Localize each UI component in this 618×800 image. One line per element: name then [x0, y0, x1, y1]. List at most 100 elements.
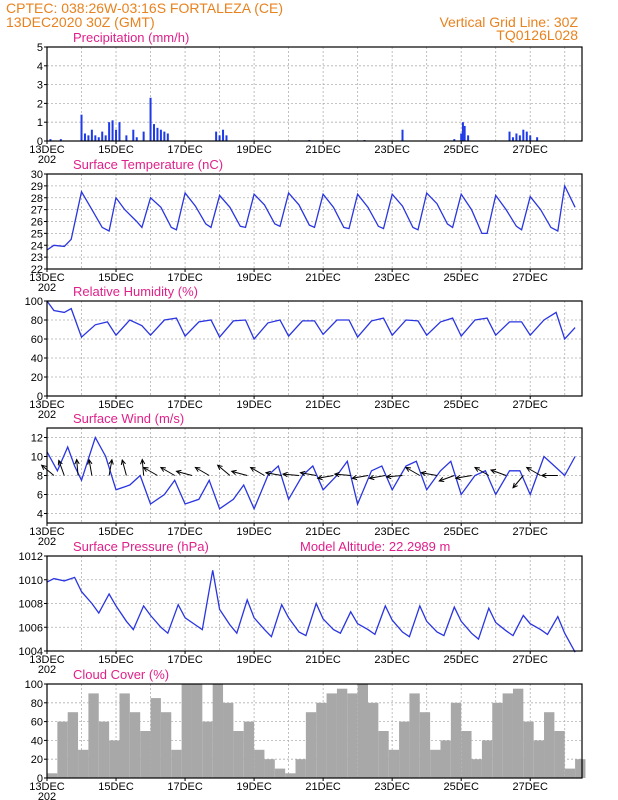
precip-bar [90, 129, 93, 141]
precip-bar [142, 131, 145, 141]
precip-bar [49, 139, 52, 141]
x-tick-label: 25DEC [443, 272, 479, 284]
x-tick-label: 23DEC [374, 781, 410, 793]
y-tick-label: 4 [37, 509, 43, 521]
precip-bar [515, 133, 518, 141]
y-tick-label: 1006 [19, 622, 43, 634]
x-tick-label: 21DEC [305, 272, 341, 284]
wind-vector-head [404, 466, 411, 472]
x-tick-label: 19DEC [236, 781, 272, 793]
pressure-panel-title: Surface Pressure (hPa) [73, 539, 209, 554]
y-tick-label: 1008 [19, 599, 43, 611]
rh-panel-frame [46, 300, 583, 397]
x-tick-label: 15DEC [98, 781, 134, 793]
y-tick-label: 27 [31, 205, 43, 217]
wind-vector [490, 469, 507, 476]
wind-vector [405, 467, 421, 476]
cloud-bar [399, 721, 410, 778]
cloud-bar [336, 688, 348, 778]
x-tick-label: 27DEC [512, 272, 548, 284]
wind-vector [231, 470, 248, 476]
cloud-bar [502, 693, 513, 778]
x-tick-label: 23DEC [374, 399, 410, 411]
precip-bar [135, 137, 138, 141]
wind-vector-head [74, 458, 80, 465]
wind-vector-head [175, 469, 182, 476]
wind-vector-head [249, 466, 256, 472]
precip-bar [80, 114, 83, 141]
precip-bar [104, 135, 107, 141]
x-tick-label: 27DEC [512, 781, 548, 793]
y-tick-label: 1004 [19, 646, 43, 658]
wind-vector [455, 475, 472, 479]
y-tick-label: 60 [31, 717, 43, 729]
y-tick-label: 1 [37, 117, 43, 129]
y-tick-label: 100 [25, 296, 43, 308]
wind-vector [121, 459, 127, 476]
x-tick-label: 21DEC [305, 144, 341, 156]
wind-vector [439, 475, 455, 482]
y-tick-label: 40 [31, 735, 43, 747]
y-tick-label: 10 [31, 452, 43, 464]
header-date: 13DEC2020 30Z (GMT) [6, 14, 155, 30]
cloud-bar [564, 768, 576, 778]
wind-vector [526, 467, 541, 476]
cloud-bar [191, 684, 203, 778]
cloud-bar [316, 702, 327, 778]
y-tick-label: 29 [31, 181, 43, 193]
cloud-bar [492, 702, 503, 778]
temp-panel-frame [46, 173, 583, 270]
cloud-panel-title: Cloud Cover (%) [73, 667, 169, 682]
x-year-stub: 202 [38, 791, 56, 800]
x-year-stub: 202 [38, 536, 56, 548]
y-tick-label: 100 [25, 679, 43, 691]
cloud-bar [357, 684, 368, 778]
model-altitude-label: Model Altitude: 22.2989 m [300, 539, 450, 554]
header-code: TQ0126L028 [496, 27, 578, 43]
y-tick-label: 26 [31, 217, 43, 229]
temp-panel-title: Surface Temperature (nC) [73, 157, 223, 172]
wind-vector-head [454, 474, 461, 481]
cloud-bar [274, 768, 286, 778]
precip-bar [401, 129, 404, 141]
y-tick-label: 0 [37, 391, 43, 403]
cloud-bar [150, 698, 161, 778]
precip-bar [225, 135, 228, 141]
wind-vector-head [473, 466, 480, 472]
x-year-stub: 202 [38, 409, 56, 421]
wind-vector-head [540, 472, 547, 479]
x-tick-label: 13DEC [29, 654, 65, 666]
y-tick-label: 30 [31, 169, 43, 181]
x-tick-label: 13DEC [29, 144, 65, 156]
cloud-bar [512, 688, 524, 778]
precip-bar [529, 135, 532, 141]
wind-vector-head [140, 458, 146, 465]
wind-vector [195, 467, 210, 476]
x-tick-label: 15DEC [98, 144, 134, 156]
wind-vector [41, 464, 55, 476]
y-tick-label: 80 [31, 315, 43, 327]
cloud-bar [233, 731, 244, 778]
wind-vector-head [438, 477, 445, 482]
wind-vector-head [385, 473, 392, 480]
precip-bar [163, 131, 166, 141]
y-tick-label: 23 [31, 252, 43, 264]
wind-panel-title: Surface Wind (m/s) [73, 411, 184, 426]
x-tick-label: 21DEC [305, 781, 341, 793]
precip-bar [463, 125, 466, 141]
cloud-bar [98, 721, 110, 778]
precip-bar [125, 135, 128, 141]
x-tick-label: 23DEC [374, 654, 410, 666]
cloud-bar [129, 712, 141, 778]
cloud-bar [88, 693, 99, 778]
wind-vector [217, 464, 231, 476]
x-tick-label: 17DEC [167, 781, 203, 793]
cloud-bar [326, 693, 337, 778]
y-tick-label: 8 [37, 471, 43, 483]
precip-bar [132, 129, 135, 141]
pressure-panel-frame [46, 555, 583, 652]
precip-bar [159, 129, 162, 141]
wind-vector-head [512, 482, 518, 489]
x-tick-label: 27DEC [512, 654, 548, 666]
wind-vector-head [216, 464, 223, 470]
